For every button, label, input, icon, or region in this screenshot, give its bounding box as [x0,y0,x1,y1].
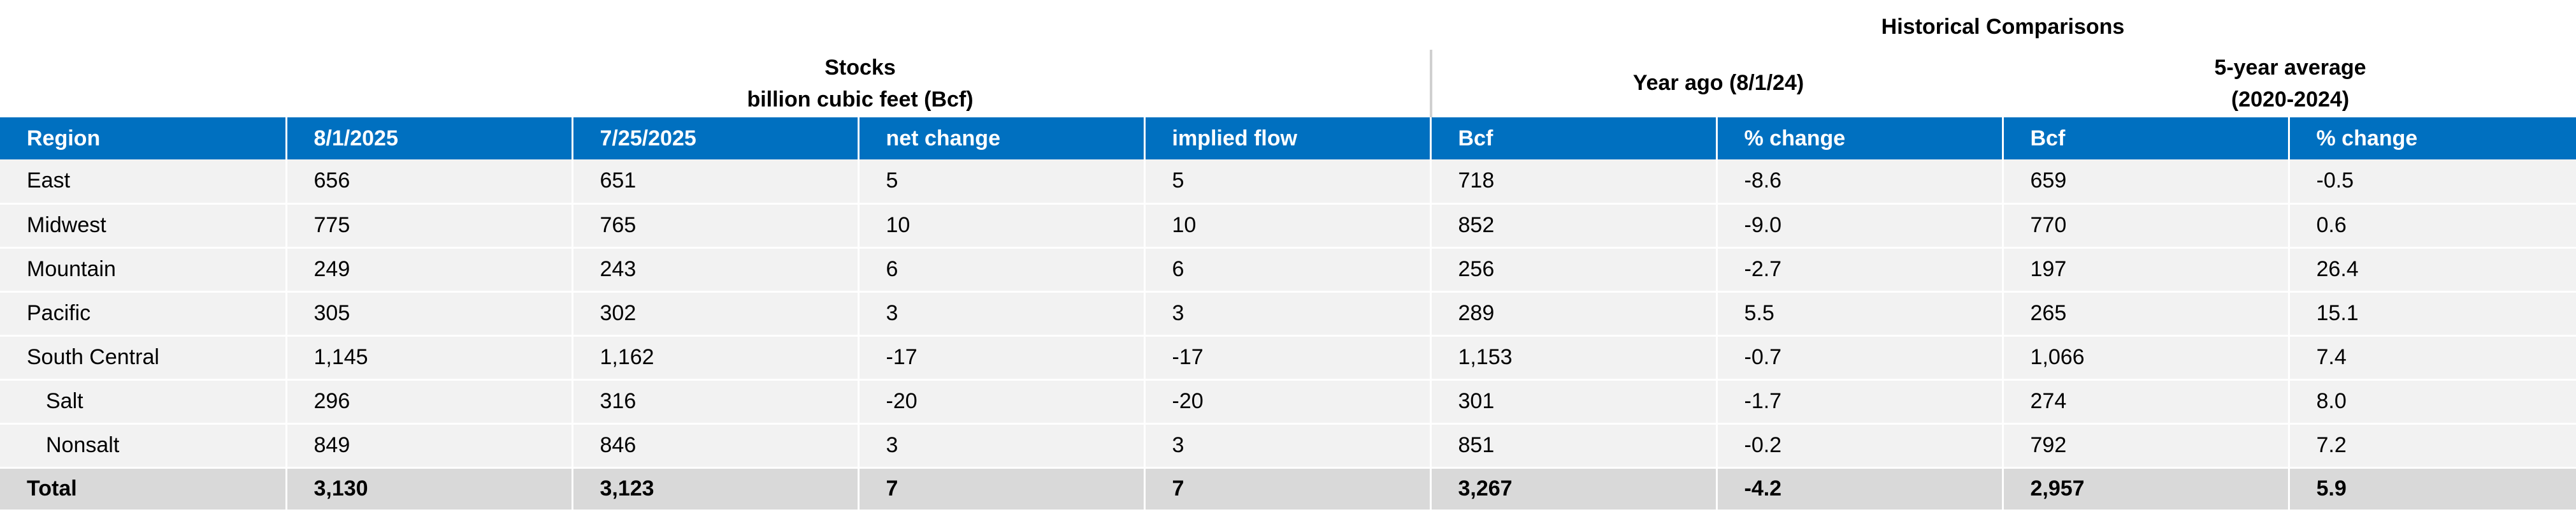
year-ago-pct-cell: -9.0 [1716,203,2004,249]
stocks-prior-cell: 765 [572,203,860,249]
stocks-current-cell: 1,145 [286,335,573,381]
five-year-pct-cell: 7.4 [2289,335,2576,381]
net-change-cell: -20 [858,379,1146,425]
net-change-cell: -17 [858,335,1146,381]
year-ago-bcf-cell: 718 [1430,159,1718,205]
net-change-cell: 10 [858,203,1146,249]
column-header-stocks-prior: 7/25/2025 [572,117,860,159]
five-year-pct-cell: 7.2 [2289,423,2576,469]
region-cell: East [0,159,287,205]
total-stocks-prior-cell: 3,123 [572,467,860,510]
stocks-prior-cell: 1,162 [572,335,860,381]
total-year-ago-pct-cell: -4.2 [1716,467,2004,510]
table-row: Salt 296 316 -20 -20 301 -1.7 274 8.0 [0,379,2576,425]
total-net-change-cell: 7 [858,467,1146,510]
five-year-pct-cell: 26.4 [2289,247,2576,293]
five-year-bcf-cell: 274 [2003,379,2290,425]
implied-flow-cell: -20 [1144,379,1432,425]
stocks-subtitle: billion cubic feet (Bcf) [747,87,974,112]
year-ago-bcf-cell: 852 [1430,203,1718,249]
table-row: Nonsalt 849 846 3 3 851 -0.2 792 7.2 [0,423,2576,469]
year-ago-bcf-cell: 1,153 [1430,335,1718,381]
total-five-year-bcf-cell: 2,957 [2003,467,2290,510]
year-ago-pct-cell: -8.6 [1716,159,2004,205]
column-header-five-year-bcf: Bcf [2003,117,2290,159]
five-year-pct-cell: -0.5 [2289,159,2576,205]
implied-flow-cell: 6 [1144,247,1432,293]
stocks-prior-cell: 651 [572,159,860,205]
total-five-year-pct-cell: 5.9 [2289,467,2576,510]
total-implied-flow-cell: 7 [1144,467,1432,510]
five-year-pct-cell: 0.6 [2289,203,2576,249]
column-header-region: Region [0,117,287,159]
implied-flow-cell: 3 [1144,423,1432,469]
stocks-current-cell: 305 [286,291,573,337]
stocks-prior-cell: 846 [572,423,860,469]
table-row: Midwest 775 765 10 10 852 -9.0 770 0.6 [0,203,2576,249]
year-ago-pct-cell: -0.7 [1716,335,2004,381]
net-change-cell: 5 [858,159,1146,205]
stocks-prior-cell: 243 [572,247,860,293]
stocks-current-cell: 296 [286,379,573,425]
stocks-current-cell: 249 [286,247,573,293]
storage-table: Region 8/1/2025 7/25/2025 net change imp… [0,117,2576,510]
historical-comparisons-title: Historical Comparisons [1881,15,2125,39]
region-cell: South Central [0,335,287,381]
stocks-title: Stocks [824,55,896,80]
table-row: East 656 651 5 5 718 -8.6 659 -0.5 [0,159,2576,205]
year-ago-bcf-cell: 301 [1430,379,1718,425]
column-header-implied-flow: implied flow [1144,117,1432,159]
year-ago-bcf-cell: 289 [1430,291,1718,337]
table-row: South Central 1,145 1,162 -17 -17 1,153 … [0,335,2576,381]
stocks-prior-cell: 316 [572,379,860,425]
region-cell: Midwest [0,203,287,249]
total-label-cell: Total [0,467,287,510]
five-year-pct-cell: 8.0 [2289,379,2576,425]
column-header-five-year-pct: % change [2289,117,2576,159]
region-cell: Mountain [0,247,287,293]
year-ago-title: Year ago (8/1/24) [1632,71,1804,95]
five-year-pct-cell: 15.1 [2289,291,2576,337]
column-header-year-ago-pct: % change [1716,117,2004,159]
year-ago-bcf-cell: 851 [1430,423,1718,469]
table-row: Mountain 249 243 6 6 256 -2.7 197 26.4 [0,247,2576,293]
column-header-net-change: net change [858,117,1146,159]
total-row: Total 3,130 3,123 7 7 3,267 -4.2 2,957 5… [0,467,2576,510]
year-ago-pct-cell: -0.2 [1716,423,2004,469]
year-ago-pct-cell: -2.7 [1716,247,2004,293]
net-change-cell: 6 [858,247,1146,293]
implied-flow-cell: 3 [1144,291,1432,337]
five-year-bcf-cell: 792 [2003,423,2290,469]
group-divider [1430,50,1432,117]
five-year-bcf-cell: 1,066 [2003,335,2290,381]
total-stocks-current-cell: 3,130 [286,467,573,510]
five-year-bcf-cell: 659 [2003,159,2290,205]
implied-flow-cell: -17 [1144,335,1432,381]
column-header-stocks-current: 8/1/2025 [286,117,573,159]
five-year-average-subtitle: (2020-2024) [2231,87,2350,112]
table-header-row: Region 8/1/2025 7/25/2025 net change imp… [0,117,2576,159]
year-ago-pct-cell: -1.7 [1716,379,2004,425]
region-cell: Salt [0,379,287,425]
stocks-current-cell: 775 [286,203,573,249]
five-year-bcf-cell: 770 [2003,203,2290,249]
stocks-prior-cell: 302 [572,291,860,337]
region-cell: Pacific [0,291,287,337]
column-header-year-ago-bcf: Bcf [1430,117,1718,159]
five-year-average-title: 5-year average [2214,55,2366,80]
total-year-ago-bcf-cell: 3,267 [1430,467,1718,510]
net-change-cell: 3 [858,291,1146,337]
implied-flow-cell: 10 [1144,203,1432,249]
stocks-current-cell: 656 [286,159,573,205]
year-ago-pct-cell: 5.5 [1716,291,2004,337]
table-row: Pacific 305 302 3 3 289 5.5 265 15.1 [0,291,2576,337]
implied-flow-cell: 5 [1144,159,1432,205]
year-ago-bcf-cell: 256 [1430,247,1718,293]
stocks-current-cell: 849 [286,423,573,469]
five-year-bcf-cell: 265 [2003,291,2290,337]
net-change-cell: 3 [858,423,1146,469]
region-cell: Nonsalt [0,423,287,469]
five-year-bcf-cell: 197 [2003,247,2290,293]
